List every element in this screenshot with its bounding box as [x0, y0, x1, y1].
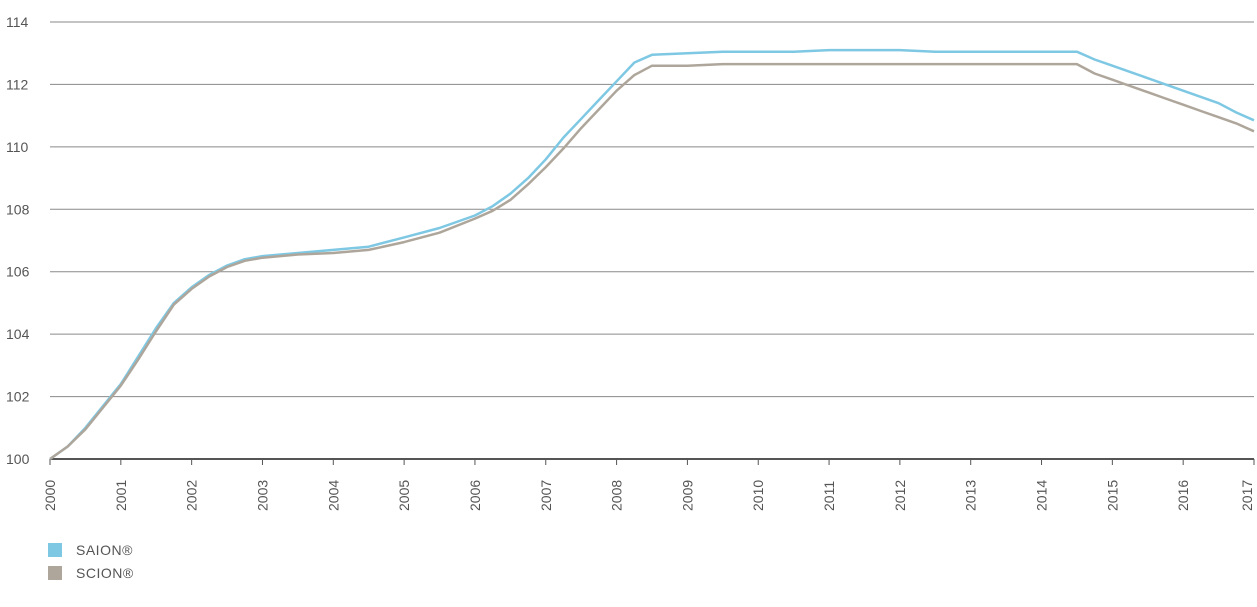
series-line-scion: [49, 62, 1255, 461]
x-tick-label-2003: 2003: [254, 480, 270, 511]
legend-label-scion: SCION®: [76, 564, 134, 581]
y-tick-label-102: 102: [6, 389, 30, 405]
y-tick-labels: 100 102 104 106 108 110 112 114: [6, 14, 30, 467]
y-tick-label-114: 114: [6, 14, 29, 30]
x-tick-label-2016: 2016: [1175, 480, 1191, 511]
x-tick-label-2010: 2010: [750, 480, 766, 511]
series-line-saion: [49, 48, 1255, 461]
series-lines: [49, 48, 1255, 461]
x-tick-label-2007: 2007: [538, 480, 554, 511]
x-tick-label-2004: 2004: [325, 480, 341, 511]
x-tick-label-2006: 2006: [467, 480, 483, 511]
x-tick-label-2013: 2013: [963, 480, 979, 511]
x-tick-label-2000: 2000: [42, 480, 58, 511]
x-tick-label-2017: 2017: [1239, 480, 1255, 511]
legend-swatch-saion: [48, 542, 62, 557]
x-tick-label-2012: 2012: [892, 480, 908, 511]
legend: SAION® SCION®: [48, 538, 134, 584]
legend-item-saion: SAION®: [48, 538, 134, 561]
x-tick-label-2008: 2008: [609, 480, 625, 511]
x-tick-label-2009: 2009: [679, 480, 695, 511]
x-tick-label-2005: 2005: [396, 480, 412, 511]
legend-item-scion: SCION®: [48, 561, 134, 584]
x-tick-label-2002: 2002: [184, 480, 200, 511]
y-tick-label-112: 112: [6, 76, 29, 92]
y-tick-label-100: 100: [6, 451, 30, 467]
x-tick-label-2001: 2001: [113, 480, 129, 511]
legend-label-saion: SAION®: [76, 541, 133, 558]
y-gridlines: [50, 21, 1254, 460]
x-tick-label-2014: 2014: [1034, 480, 1050, 511]
x-tick-label-2015: 2015: [1104, 480, 1120, 511]
y-tick-label-108: 108: [6, 201, 30, 217]
y-tick-label-104: 104: [6, 326, 30, 342]
y-tick-label-110: 110: [6, 139, 29, 155]
x-tick-labels: 2000 2001 2002 2003 2004 2005 2006 2007 2008 2009…: [42, 459, 1255, 511]
legend-swatch-scion: [48, 565, 62, 580]
x-tick-label-2011: 2011: [821, 481, 837, 511]
y-tick-label-106: 106: [6, 264, 30, 280]
